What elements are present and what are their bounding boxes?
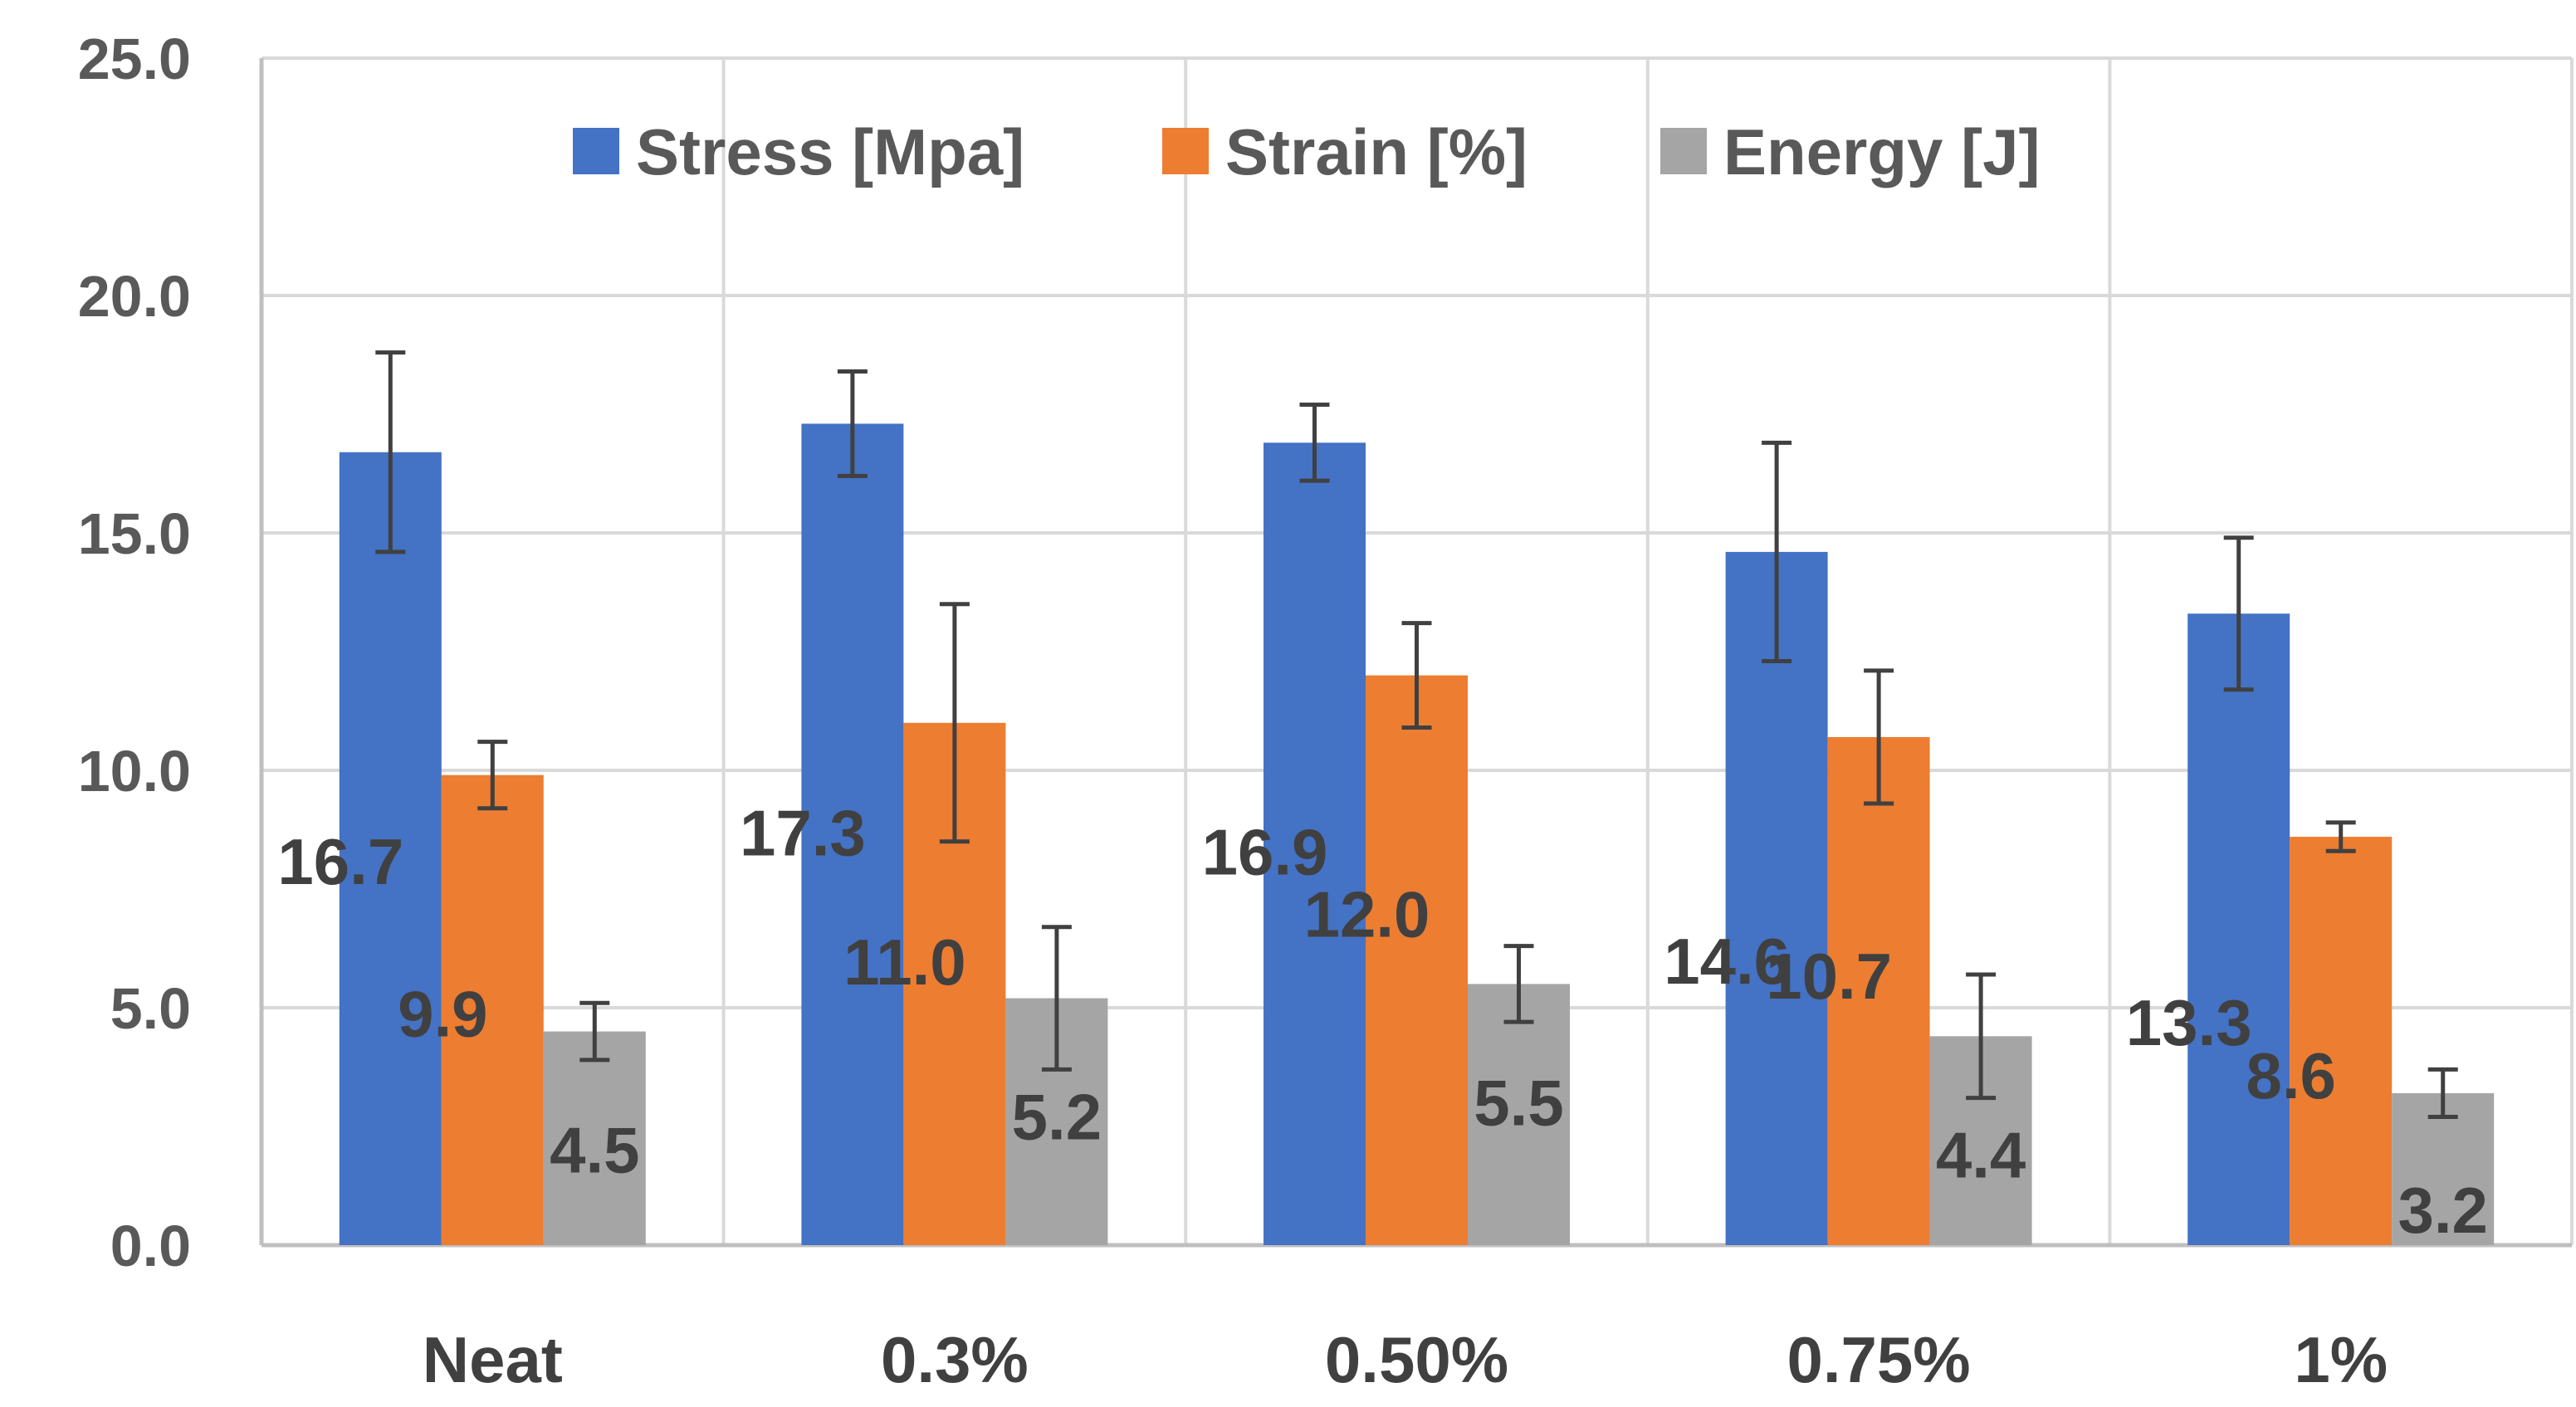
data-label-0-0: 16.7 <box>277 825 403 898</box>
data-label-1-1: 11.0 <box>843 926 966 999</box>
y-tick-label: 20.0 <box>78 264 191 329</box>
x-tick-label: 0.3% <box>881 1323 1029 1396</box>
bar-1-3 <box>1827 736 1930 1245</box>
x-tick-label: 0.75% <box>1787 1323 1971 1396</box>
legend-swatch-0 <box>573 128 619 174</box>
x-tick-label: Neat <box>423 1323 563 1396</box>
legend-label-1: Strain [%] <box>1225 115 1528 188</box>
data-label-1-3: 10.7 <box>1766 940 1892 1013</box>
legend-swatch-1 <box>1162 128 1209 174</box>
y-tick-label: 10.0 <box>78 739 191 804</box>
bar-0-0 <box>339 452 442 1245</box>
bar-0-4 <box>2187 613 2290 1245</box>
y-tick-label: 5.0 <box>110 976 191 1041</box>
data-label-2-4: 3.2 <box>2398 1174 2487 1247</box>
data-label-1-0: 9.9 <box>398 978 487 1051</box>
bar-0-2 <box>1264 442 1366 1245</box>
data-label-2-1: 5.2 <box>1012 1081 1102 1154</box>
data-label-2-3: 4.4 <box>1936 1118 2026 1191</box>
x-tick-label: 0.50% <box>1325 1323 1508 1396</box>
bar-1-4 <box>2290 837 2393 1245</box>
legend-swatch-2 <box>1660 128 1707 174</box>
bar-0-1 <box>801 423 904 1245</box>
data-label-2-0: 4.5 <box>550 1114 639 1187</box>
bar-2-2 <box>1468 984 1570 1245</box>
bar-0-3 <box>1725 551 1828 1245</box>
legend-label-2: Energy [J] <box>1723 115 2040 188</box>
data-label-1-4: 8.6 <box>2246 1039 2335 1112</box>
legend-label-0: Stress [Mpa] <box>636 115 1024 188</box>
data-label-1-2: 12.0 <box>1304 878 1430 951</box>
bar-1-2 <box>1366 675 1468 1245</box>
y-tick-label: 0.0 <box>110 1214 191 1278</box>
data-label-0-2: 16.9 <box>1202 815 1328 888</box>
data-label-2-2: 5.5 <box>1474 1066 1563 1139</box>
data-label-0-4: 13.3 <box>2126 986 2252 1059</box>
data-label-0-3: 14.6 <box>1664 925 1790 998</box>
y-tick-label: 25.0 <box>78 27 191 91</box>
data-label-0-1: 17.3 <box>740 796 866 869</box>
bar-2-0 <box>543 1031 646 1245</box>
bar-1-0 <box>441 774 544 1245</box>
y-tick-label: 15.0 <box>78 501 191 566</box>
x-tick-label: 1% <box>2294 1323 2388 1396</box>
